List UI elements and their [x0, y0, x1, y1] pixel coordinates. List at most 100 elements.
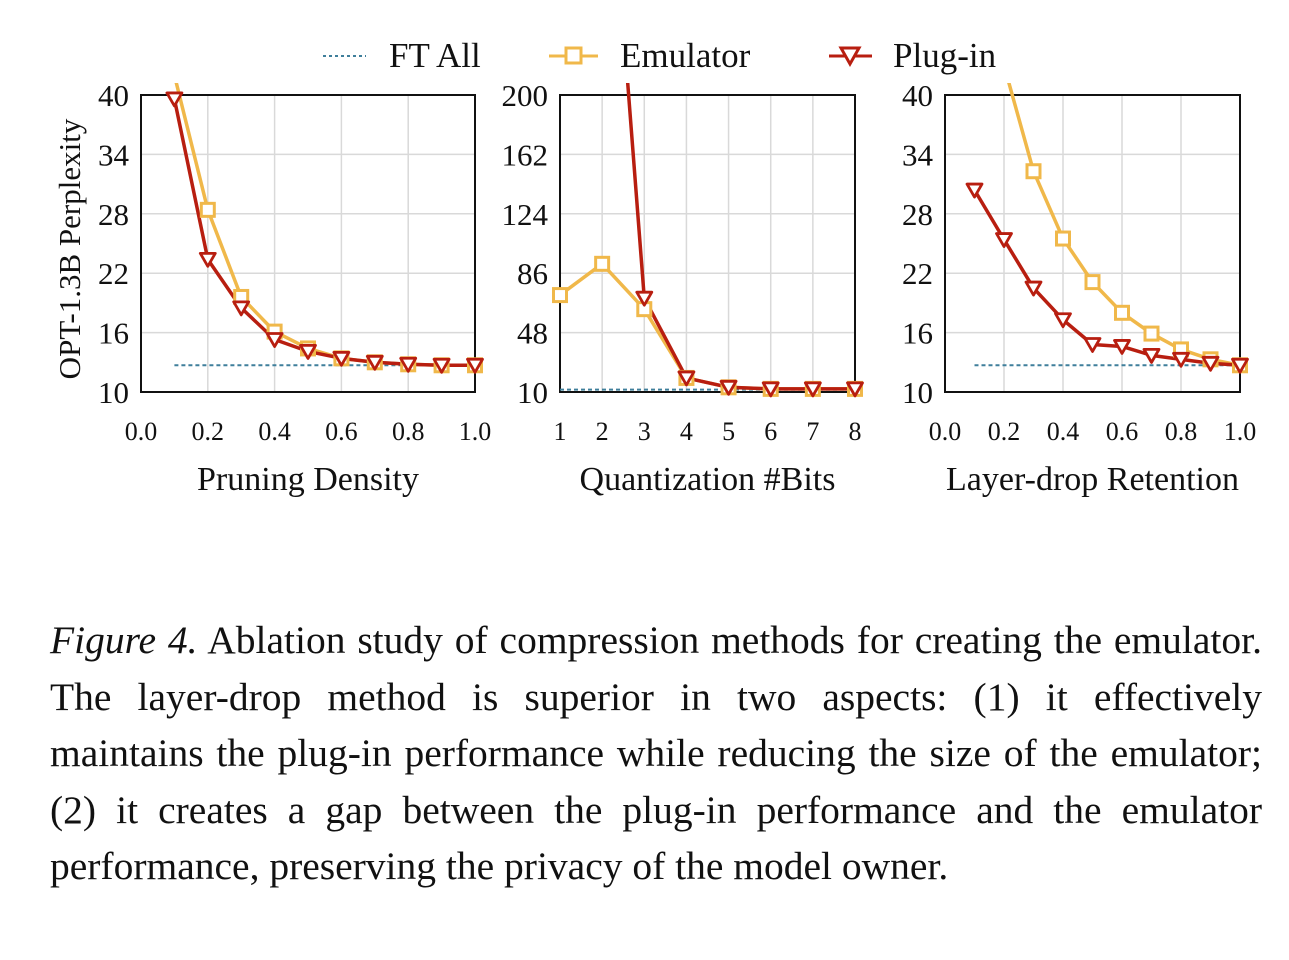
y-tick-label: 28: [902, 197, 933, 232]
x-tick-label: 0.6: [325, 417, 358, 446]
y-tick-label: 10: [902, 375, 933, 410]
plugin-point: [198, 251, 217, 268]
plugin-point: [965, 182, 984, 199]
y-tick-label: 124: [502, 197, 549, 232]
x-tick-label: 2: [596, 417, 609, 446]
emulator-point: [1114, 304, 1130, 321]
plugin-point: [399, 356, 418, 373]
plugin-point: [846, 381, 864, 398]
plugin-point: [803, 381, 822, 398]
legend-emulator-label: Emulator: [620, 36, 751, 75]
plot-frame: [140, 94, 476, 393]
x-tick-label: 0.8: [392, 417, 425, 446]
series-plugin-line: [625, 83, 855, 391]
plugin-point: [635, 290, 654, 307]
y-tick-label: 16: [902, 316, 933, 351]
x-tick-label: 1: [554, 417, 567, 446]
plugin-point: [332, 350, 351, 367]
figure-caption: Figure 4. Ablation study of compression …: [50, 612, 1262, 895]
x-tick-label: 6: [764, 417, 777, 446]
x-tick-label: 8: [849, 417, 862, 446]
emulator-point: [1055, 230, 1071, 247]
emulator-point: [594, 255, 611, 272]
x-tick-label: 1.0: [459, 417, 492, 446]
y-tick-label: 16: [98, 316, 129, 351]
plugin-point: [995, 232, 1013, 248]
x-tick-label: 0.0: [929, 417, 962, 446]
legend: FT All Emulator Plug-in: [323, 36, 996, 75]
y-tick-label: 162: [502, 137, 549, 172]
x-tick-label: 0.4: [1047, 417, 1080, 446]
y-tick-label: 86: [517, 256, 548, 291]
emulator-point: [1084, 274, 1101, 291]
y-tick-label: 22: [98, 256, 129, 291]
chart-panel-quantization: 1 2 3 4 5 6 7 8 48 86 124 162 200 10 Quantization #Bit…: [502, 78, 864, 498]
plugin-point: [165, 91, 184, 108]
plugin-point: [1142, 347, 1161, 364]
x-tick-label: 0.2: [988, 417, 1021, 446]
legend-ft-all-label: FT All: [389, 36, 481, 75]
series-plugin-line: [972, 189, 1240, 368]
series-emulator-line: [174, 83, 475, 368]
x-tick-label: 3: [638, 417, 651, 446]
emulator-point: [199, 201, 216, 218]
plugin-point: [719, 379, 738, 396]
y-tick-label: 48: [517, 316, 548, 351]
y-tick-label: 10: [517, 375, 548, 410]
plugin-point: [1083, 337, 1102, 353]
legend-plugin-marker: [838, 46, 862, 68]
emulator-point: [1143, 325, 1160, 342]
y-tick-label: 40: [902, 78, 933, 113]
plot-area: [172, 83, 475, 368]
emulator-point: [552, 287, 568, 304]
series-emulator-line: [560, 262, 855, 391]
plugin-point: [432, 357, 451, 374]
plugin-point: [1054, 312, 1072, 329]
series-plugin-line: [172, 98, 475, 368]
plugin-point: [1113, 339, 1131, 355]
y-axis-label: OPT-1.3B Perplexity: [52, 118, 87, 379]
caption-label: Figure 4.: [50, 618, 198, 662]
x-tick-label: 0.6: [1106, 417, 1139, 446]
y-tick-label: 200: [502, 78, 549, 113]
x-tick-label: 1.0: [1224, 417, 1257, 446]
emulator-point: [1025, 163, 1042, 180]
x-tick-label: 7: [806, 417, 819, 446]
plugin-point: [677, 370, 696, 387]
x-tick-label: 5: [722, 417, 735, 446]
plot-area: [560, 83, 855, 391]
y-tick-label: 34: [902, 137, 934, 172]
x-tick-label: 4: [680, 417, 693, 446]
figure-4: FT All Emulator Plug-in OPT-1.3B Perplex…: [52, 36, 1257, 498]
legend-emulator-marker: [564, 46, 583, 65]
x-tick-label: 0.0: [125, 417, 158, 446]
x-tick-label: 0.4: [258, 417, 291, 446]
x-axis-label: Quantization #Bits: [580, 461, 836, 498]
plugin-point: [1201, 355, 1220, 372]
chart-panel-pruning: 0.0 0.2 0.4 0.6 0.8 1.0 10 16 22 28 34 40 Pruning De…: [98, 78, 492, 498]
y-tick-label: 34: [98, 137, 130, 172]
x-axis-label: Pruning Density: [197, 461, 419, 498]
y-tick-label: 22: [902, 256, 933, 291]
x-tick-label: 0.8: [1165, 417, 1198, 446]
chart-panel-layer-drop: 0.0 0.2 0.4 0.6 0.8 1.0 10 16 22 28 34 40 Layer-drop…: [902, 78, 1257, 498]
plugin-point: [299, 344, 317, 360]
x-axis-label: Layer-drop Retention: [946, 461, 1239, 498]
plugin-point: [365, 354, 384, 371]
y-tick-label: 10: [98, 375, 129, 410]
plugin-point: [232, 300, 251, 317]
y-tick-label: 28: [98, 197, 129, 232]
x-tick-label: 0.2: [192, 417, 225, 446]
plugin-point: [265, 332, 284, 348]
caption-text: Ablation study of compression methods fo…: [50, 618, 1262, 888]
plugin-point: [466, 357, 484, 374]
plot-frame: [944, 94, 1241, 393]
plugin-point: [761, 381, 780, 398]
plugin-point: [1231, 357, 1249, 374]
legend-plugin-label: Plug-in: [893, 36, 996, 75]
plugin-point: [1024, 280, 1043, 297]
plot-frame: [559, 94, 856, 393]
plugin-point: [1172, 351, 1190, 368]
y-tick-label: 40: [98, 78, 129, 113]
plot-area: [972, 83, 1240, 368]
